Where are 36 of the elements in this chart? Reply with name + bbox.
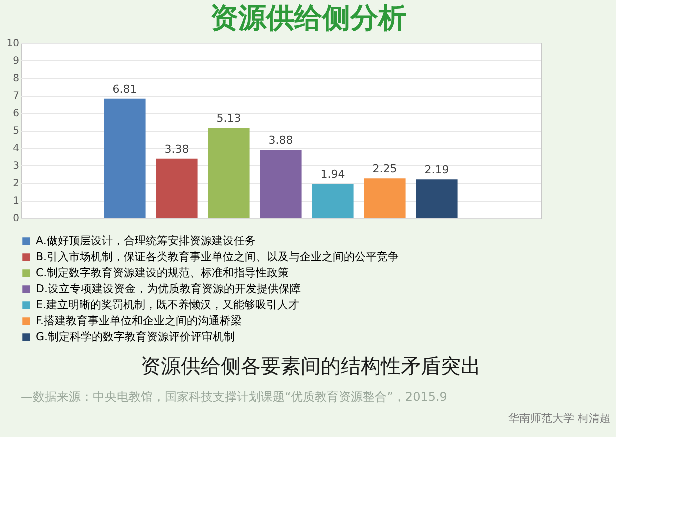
text: —数据来源：中央电教馆，国家科技支撑计划课题“优质教育资源整合”，2015.9 <box>21 390 448 404</box>
bar <box>208 128 250 218</box>
legend-label: G.制定科学的数字教育资源评价评审机制 <box>36 330 236 344</box>
legend-label: B.引入市场机制，保证各类教育事业单位之间、以及与企业之间的公平竞争 <box>36 250 400 264</box>
legend-label: E.建立明晰的奖罚机制，既不养懒汉，又能够吸引人才 <box>36 298 300 312</box>
bar <box>156 158 198 218</box>
y-tick-label: 9 <box>13 56 20 67</box>
legend-label: A.做好顶层设计，合理统筹安排资源建设任务 <box>36 234 256 248</box>
data-label: 6.81 <box>112 82 138 96</box>
data-label: 3.88 <box>268 134 294 148</box>
bar <box>416 180 458 218</box>
y-tick-label: 3 <box>13 161 20 172</box>
legend-label: F.搭建教育事业单位和企业之间的沟通桥梁 <box>36 314 242 328</box>
y-tick-label: 5 <box>13 126 20 137</box>
data-label: 2.25 <box>372 162 398 176</box>
y-tick-label: 4 <box>13 144 20 154</box>
data-label: 1.94 <box>320 168 346 182</box>
bar <box>312 184 354 218</box>
y-tick-label: 8 <box>13 74 20 84</box>
data-label: 3.38 <box>164 142 190 156</box>
y-tick-label: 2 <box>13 178 20 190</box>
y-tick-label: 6 <box>13 108 20 120</box>
data-label: 5.13 <box>216 112 242 126</box>
data-label: 2.19 <box>424 164 450 177</box>
chart-title: 资源供给侧分析 <box>210 2 406 34</box>
legend-label: D.设立专项建设资金，为优质教育资源的开发提供保障 <box>36 282 301 296</box>
text: 资源供给侧各要素间的结构性矛盾突出 <box>141 354 481 378</box>
y-tick-label: 0 <box>13 214 20 224</box>
y-tick-label: 1 <box>13 196 20 207</box>
bar <box>364 178 406 218</box>
text: 华南师范大学 柯清超 <box>508 412 611 425</box>
y-tick-label: 7 <box>13 91 20 102</box>
legend-label: C.制定数字教育资源建设的规范、标准和指导性政策 <box>36 266 290 280</box>
bar <box>104 98 146 218</box>
y-tick-label: 10 <box>6 38 20 50</box>
bar <box>260 150 302 218</box>
